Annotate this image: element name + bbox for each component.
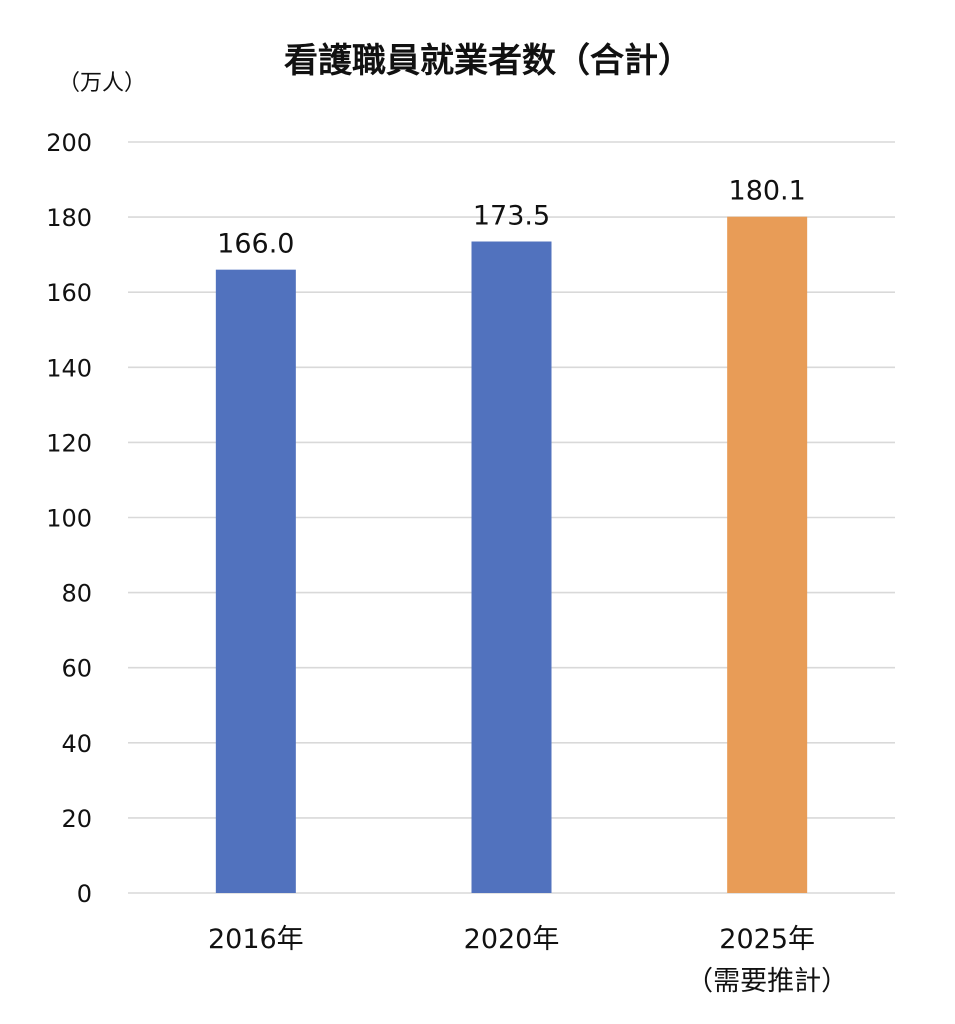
bars xyxy=(215,216,808,894)
data-label: 180.1 xyxy=(729,176,806,207)
y-tick-label: 180 xyxy=(46,204,92,232)
bar xyxy=(215,269,296,893)
y-tick-label: 160 xyxy=(46,279,92,307)
y-tick-label: 120 xyxy=(46,429,92,457)
y-tick-label: 140 xyxy=(46,354,92,382)
bar xyxy=(471,241,552,893)
data-labels: 166.0 173.5 180.1 xyxy=(217,176,806,260)
chart-title: 看護職員就業者数（合計） xyxy=(284,41,692,81)
y-tick-label: 80 xyxy=(61,580,92,608)
x-tick-label: 2025年 xyxy=(719,924,815,955)
y-axis-ticks: 0 20 40 60 80 100 120 140 160 180 200 xyxy=(46,129,92,908)
x-tick-label: 2020年 xyxy=(464,924,560,955)
data-label: 173.5 xyxy=(473,201,550,232)
y-tick-label: 40 xyxy=(61,730,92,758)
x-tick-note: （需要推計） xyxy=(686,966,848,997)
y-tick-label: 60 xyxy=(61,655,92,683)
y-tick-label: 0 xyxy=(77,880,92,908)
bar xyxy=(727,216,808,894)
y-tick-label: 20 xyxy=(61,805,92,833)
x-axis-ticks: 2016年 2020年 2025年 （需要推計） xyxy=(208,924,848,997)
y-axis-unit-label: （万人） xyxy=(58,71,146,96)
y-tick-label: 200 xyxy=(46,129,92,157)
data-label: 166.0 xyxy=(217,229,294,260)
x-tick-label: 2016年 xyxy=(208,924,304,955)
y-tick-label: 100 xyxy=(46,505,92,533)
